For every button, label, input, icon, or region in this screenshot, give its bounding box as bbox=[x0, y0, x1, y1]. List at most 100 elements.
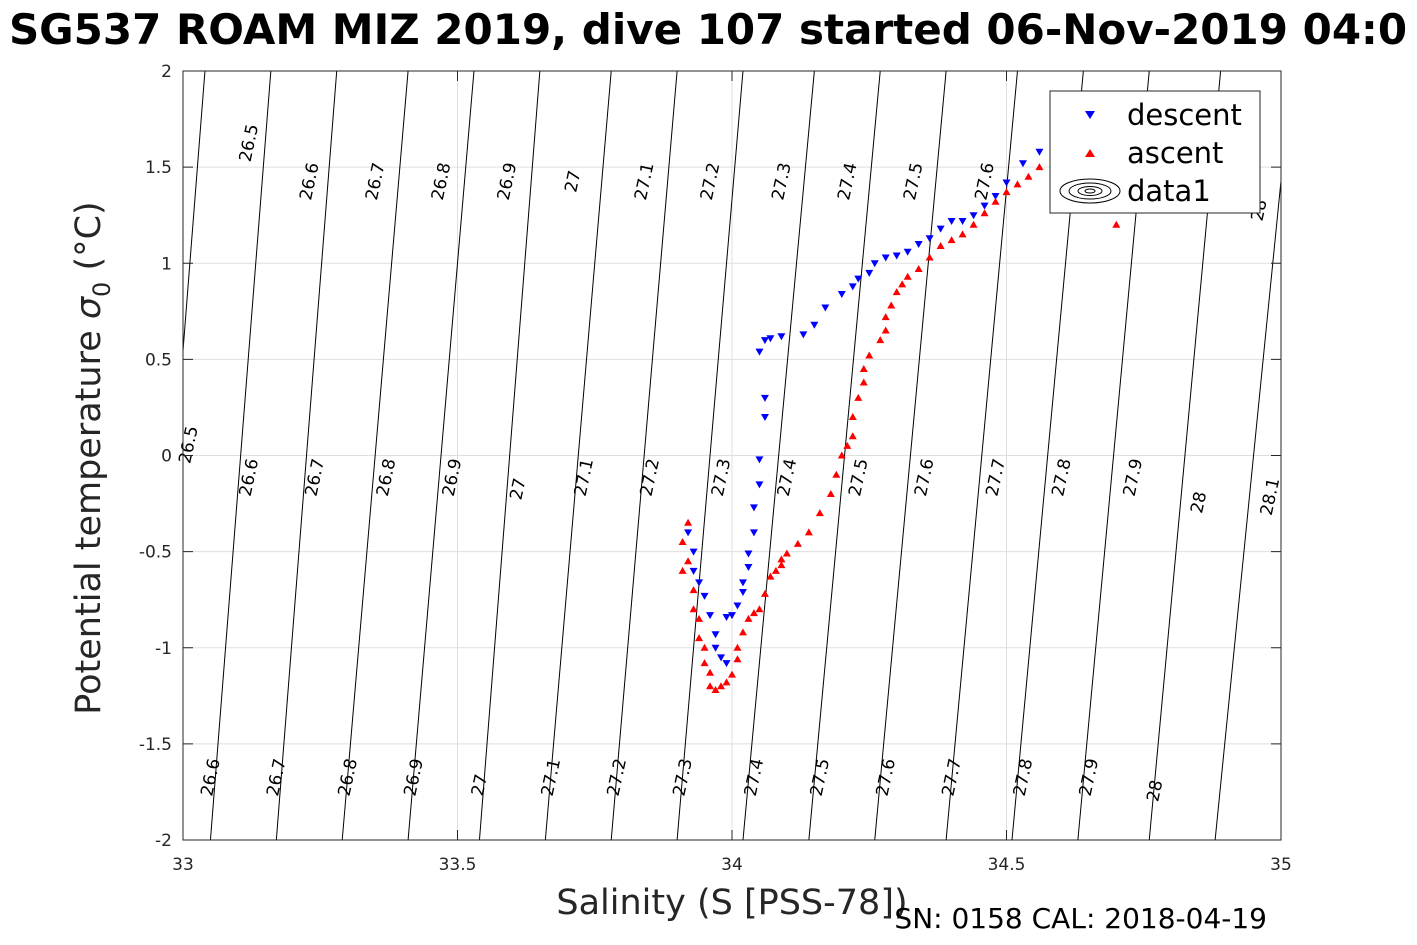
x-tick-label: 33.5 bbox=[439, 855, 477, 875]
contour-line-27-5 bbox=[808, 71, 881, 840]
contour-line-27 bbox=[478, 71, 541, 840]
ascent-point bbox=[738, 628, 747, 636]
x-axis-label: Salinity (S [PSS-78]) bbox=[556, 883, 907, 923]
contour-label: 27 bbox=[468, 772, 492, 797]
ascent-point bbox=[1002, 188, 1011, 196]
descent-point bbox=[738, 588, 747, 596]
x-tick-label: 34 bbox=[721, 855, 743, 875]
descent-point bbox=[1035, 148, 1044, 156]
ascent-point bbox=[733, 655, 742, 663]
legend-contour-label: data1 bbox=[1127, 174, 1211, 208]
ascent-point bbox=[958, 230, 967, 238]
descent-point bbox=[810, 321, 819, 329]
ascent-point bbox=[826, 489, 835, 497]
ascent-point bbox=[733, 643, 742, 651]
descent-point bbox=[760, 337, 769, 345]
contour-line-26-6 bbox=[209, 71, 272, 840]
y-tick-label: 0.5 bbox=[145, 350, 172, 370]
legend-ascent-marker bbox=[1085, 149, 1095, 157]
ascent-point bbox=[837, 451, 846, 459]
contour-label: 28 bbox=[1143, 778, 1167, 803]
ascent-point bbox=[969, 220, 978, 228]
ascent-point bbox=[980, 209, 989, 217]
descent-point bbox=[722, 613, 731, 621]
x-tick-label: 34.5 bbox=[988, 855, 1026, 875]
ascent-point bbox=[898, 280, 907, 288]
descent-point bbox=[755, 456, 764, 464]
ascent-point bbox=[766, 572, 775, 580]
ascent-point bbox=[700, 659, 709, 667]
ascent-point bbox=[991, 197, 1000, 205]
contour-line-26-9 bbox=[407, 71, 475, 840]
descent-point bbox=[744, 550, 753, 558]
ascent-point bbox=[689, 586, 698, 594]
ascent-point bbox=[782, 549, 791, 557]
ascent-point bbox=[1112, 220, 1121, 228]
contour-label: 27 bbox=[561, 169, 585, 194]
descent-point bbox=[744, 564, 753, 572]
descent-point bbox=[848, 283, 857, 291]
ascent-point bbox=[887, 301, 896, 309]
ascent-point bbox=[1013, 180, 1022, 188]
y-axis-label-sub: 0 bbox=[88, 282, 116, 297]
chart-title: SG537 ROAM MIZ 2019, dive 107 started 06… bbox=[9, 5, 1407, 54]
descent-point bbox=[766, 335, 775, 343]
ascent-point bbox=[865, 351, 874, 359]
legend-box bbox=[1049, 90, 1261, 214]
descent-point bbox=[892, 252, 901, 260]
contour-label: 28 bbox=[1187, 490, 1211, 515]
ascent-point bbox=[777, 555, 786, 563]
contour-line-27-2 bbox=[610, 71, 678, 840]
ascent-point bbox=[843, 441, 852, 449]
ascent-point bbox=[848, 432, 857, 440]
y-tick-label: -0.5 bbox=[139, 543, 172, 563]
y-tick-label: 0 bbox=[161, 447, 172, 467]
ascent-point bbox=[695, 634, 704, 642]
descent-point bbox=[969, 212, 978, 220]
ascent-point bbox=[777, 561, 786, 569]
contour-line-26-7 bbox=[275, 71, 338, 840]
descent-point bbox=[854, 275, 863, 283]
ascent-point bbox=[755, 605, 764, 613]
ascent-series bbox=[678, 143, 1121, 694]
ascent-point bbox=[706, 668, 715, 676]
legend-ascent-label: ascent bbox=[1127, 136, 1223, 170]
ascent-point bbox=[848, 413, 857, 421]
descent-point bbox=[733, 602, 742, 610]
y-axis-label-symbol: σ bbox=[69, 295, 109, 319]
ascent-point bbox=[695, 614, 704, 622]
descent-point bbox=[947, 217, 956, 225]
descent-point bbox=[700, 592, 709, 600]
ascent-point bbox=[815, 509, 824, 517]
legend-contour-icon bbox=[1059, 178, 1121, 204]
ascent-point bbox=[678, 566, 687, 574]
density-contours bbox=[183, 71, 1281, 840]
descent-point bbox=[755, 348, 764, 356]
contour-label: 27 bbox=[506, 476, 530, 501]
descent-point bbox=[914, 241, 923, 249]
descent-point bbox=[837, 291, 846, 299]
descent-point bbox=[695, 579, 704, 587]
calibration-footer: SN: 0158 CAL: 2018-04-19 bbox=[894, 902, 1267, 935]
descent-point bbox=[738, 579, 747, 587]
descent-point bbox=[870, 260, 879, 268]
y-tick-label: -1.5 bbox=[139, 735, 172, 755]
ascent-point bbox=[892, 288, 901, 296]
y-axis-label-main: Potential temperature bbox=[69, 319, 109, 715]
contour-line-26-8 bbox=[341, 71, 409, 840]
ascent-point bbox=[711, 686, 720, 694]
descent-point bbox=[689, 567, 698, 575]
ascent-point bbox=[728, 670, 736, 678]
ascent-point bbox=[1035, 163, 1044, 171]
y-axis-label-unit: (°C) bbox=[69, 201, 109, 281]
descent-point bbox=[717, 654, 726, 662]
ascent-point bbox=[859, 364, 868, 372]
descent-point bbox=[936, 225, 945, 233]
descent-point bbox=[958, 217, 967, 225]
ascent-point bbox=[771, 566, 780, 574]
contour-line-27-4 bbox=[742, 71, 815, 840]
ascent-point bbox=[914, 265, 923, 273]
ascent-point bbox=[804, 528, 813, 536]
y-tick-label: 2 bbox=[161, 62, 172, 82]
